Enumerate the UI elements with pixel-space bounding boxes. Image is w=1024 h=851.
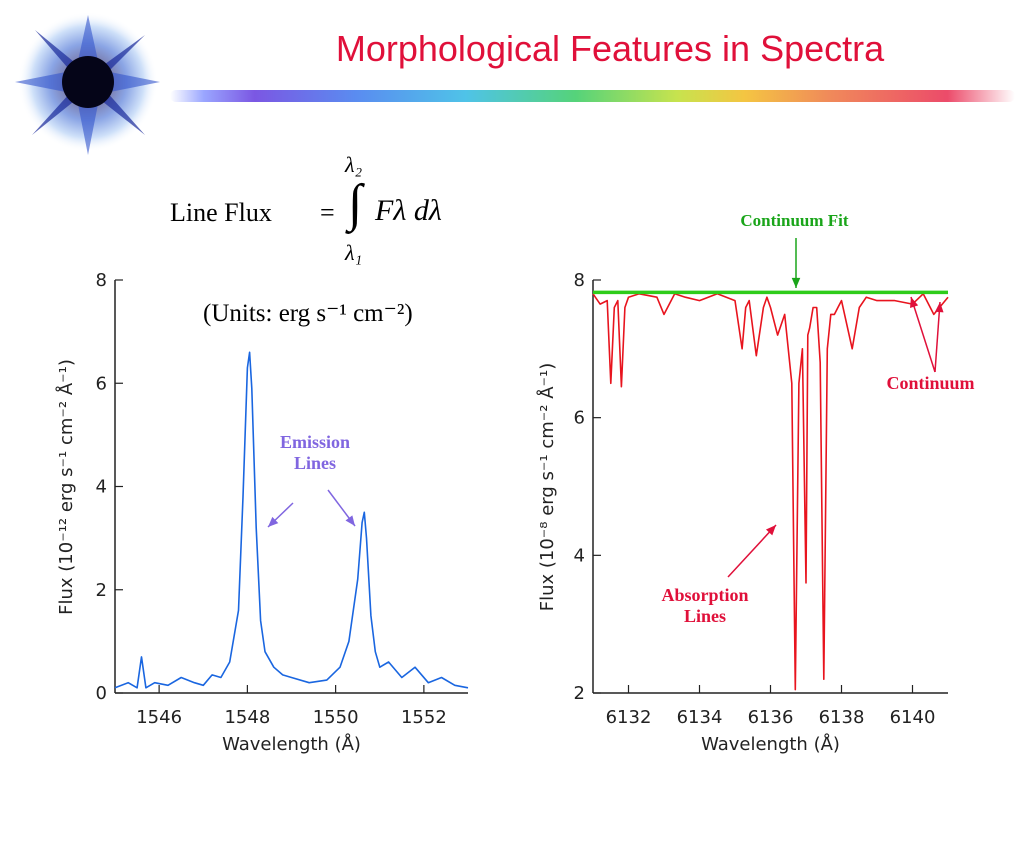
- y-tick-label: 6: [96, 373, 107, 394]
- emission-label-line2: Lines: [293, 453, 336, 473]
- x-axis-label: Wavelength (Å): [701, 733, 840, 755]
- y-axis-label: Flux (10⁻¹² erg s⁻¹ cm⁻² Å⁻¹): [55, 359, 77, 615]
- continuum-fit-arrow-head: [791, 277, 801, 288]
- formula-units: (Units: erg s⁻¹ cm⁻²): [203, 300, 413, 327]
- continuum-arrow-1-head: [910, 297, 919, 308]
- y-tick-label: 4: [96, 477, 107, 498]
- formula-lhs: Line Flux: [170, 198, 272, 227]
- x-tick-label: 1548: [224, 707, 270, 728]
- continuum-arrow-2-head: [935, 302, 944, 313]
- x-tick-label: 1546: [136, 707, 182, 728]
- formula-equals: =: [320, 198, 335, 227]
- x-tick-label: 6140: [890, 707, 936, 728]
- emission-arrow-left-head: [268, 516, 279, 527]
- integral-sign: ∫: [348, 175, 363, 232]
- continuum-fit-label: Continuum Fit: [740, 211, 849, 230]
- spectrum-line-1: [592, 292, 949, 691]
- y-tick-label: 2: [96, 580, 107, 601]
- y-axis-label: Flux (10⁻⁸ erg s⁻¹ cm⁻² Å⁻¹): [536, 363, 558, 612]
- rainbow-divider: [170, 90, 1015, 102]
- absorption-arrow-head: [765, 525, 776, 536]
- x-tick-label: 6136: [748, 707, 794, 728]
- x-tick-label: 1552: [401, 707, 447, 728]
- spectrum-line-0: [114, 351, 469, 689]
- logo-star-image: [15, 12, 160, 155]
- absorption-lines-label: Absorption Lines: [640, 585, 770, 627]
- emission-lines-label: Emission Lines: [255, 432, 375, 474]
- formula-upper-limit: λ₂: [345, 152, 363, 177]
- y-tick-label: 8: [96, 270, 107, 291]
- x-axis-label: Wavelength (Å): [222, 733, 361, 755]
- y-tick-label: 4: [574, 545, 585, 566]
- line-flux-formula: Line Flux = λ₂ ∫ λ₁ Fλ dλ: [170, 150, 470, 270]
- y-tick-label: 8: [574, 270, 585, 291]
- y-tick-label: 2: [574, 683, 585, 704]
- emission-arrow-right-head: [345, 515, 355, 526]
- x-tick-label: 6134: [677, 707, 723, 728]
- continuum-arrow-2: [934, 301, 941, 373]
- x-tick-label: 6138: [819, 707, 865, 728]
- formula-lower-limit: λ₁: [345, 240, 363, 265]
- absorption-arrow: [727, 524, 777, 578]
- continuum-label: Continuum: [886, 373, 975, 393]
- continuum-arrow-1: [910, 296, 936, 373]
- page-title: Morphological Features in Spectra: [335, 28, 885, 69]
- y-tick-label: 6: [574, 408, 585, 429]
- x-tick-label: 6132: [606, 707, 652, 728]
- x-tick-label: 1550: [313, 707, 359, 728]
- absorption-label-line1: Absorption: [661, 585, 749, 605]
- y-tick-label: 0: [96, 683, 107, 704]
- emission-label-line1: Emission: [279, 432, 351, 452]
- absorption-label-line2: Lines: [683, 606, 726, 626]
- formula-integrand: Fλ dλ: [375, 194, 442, 227]
